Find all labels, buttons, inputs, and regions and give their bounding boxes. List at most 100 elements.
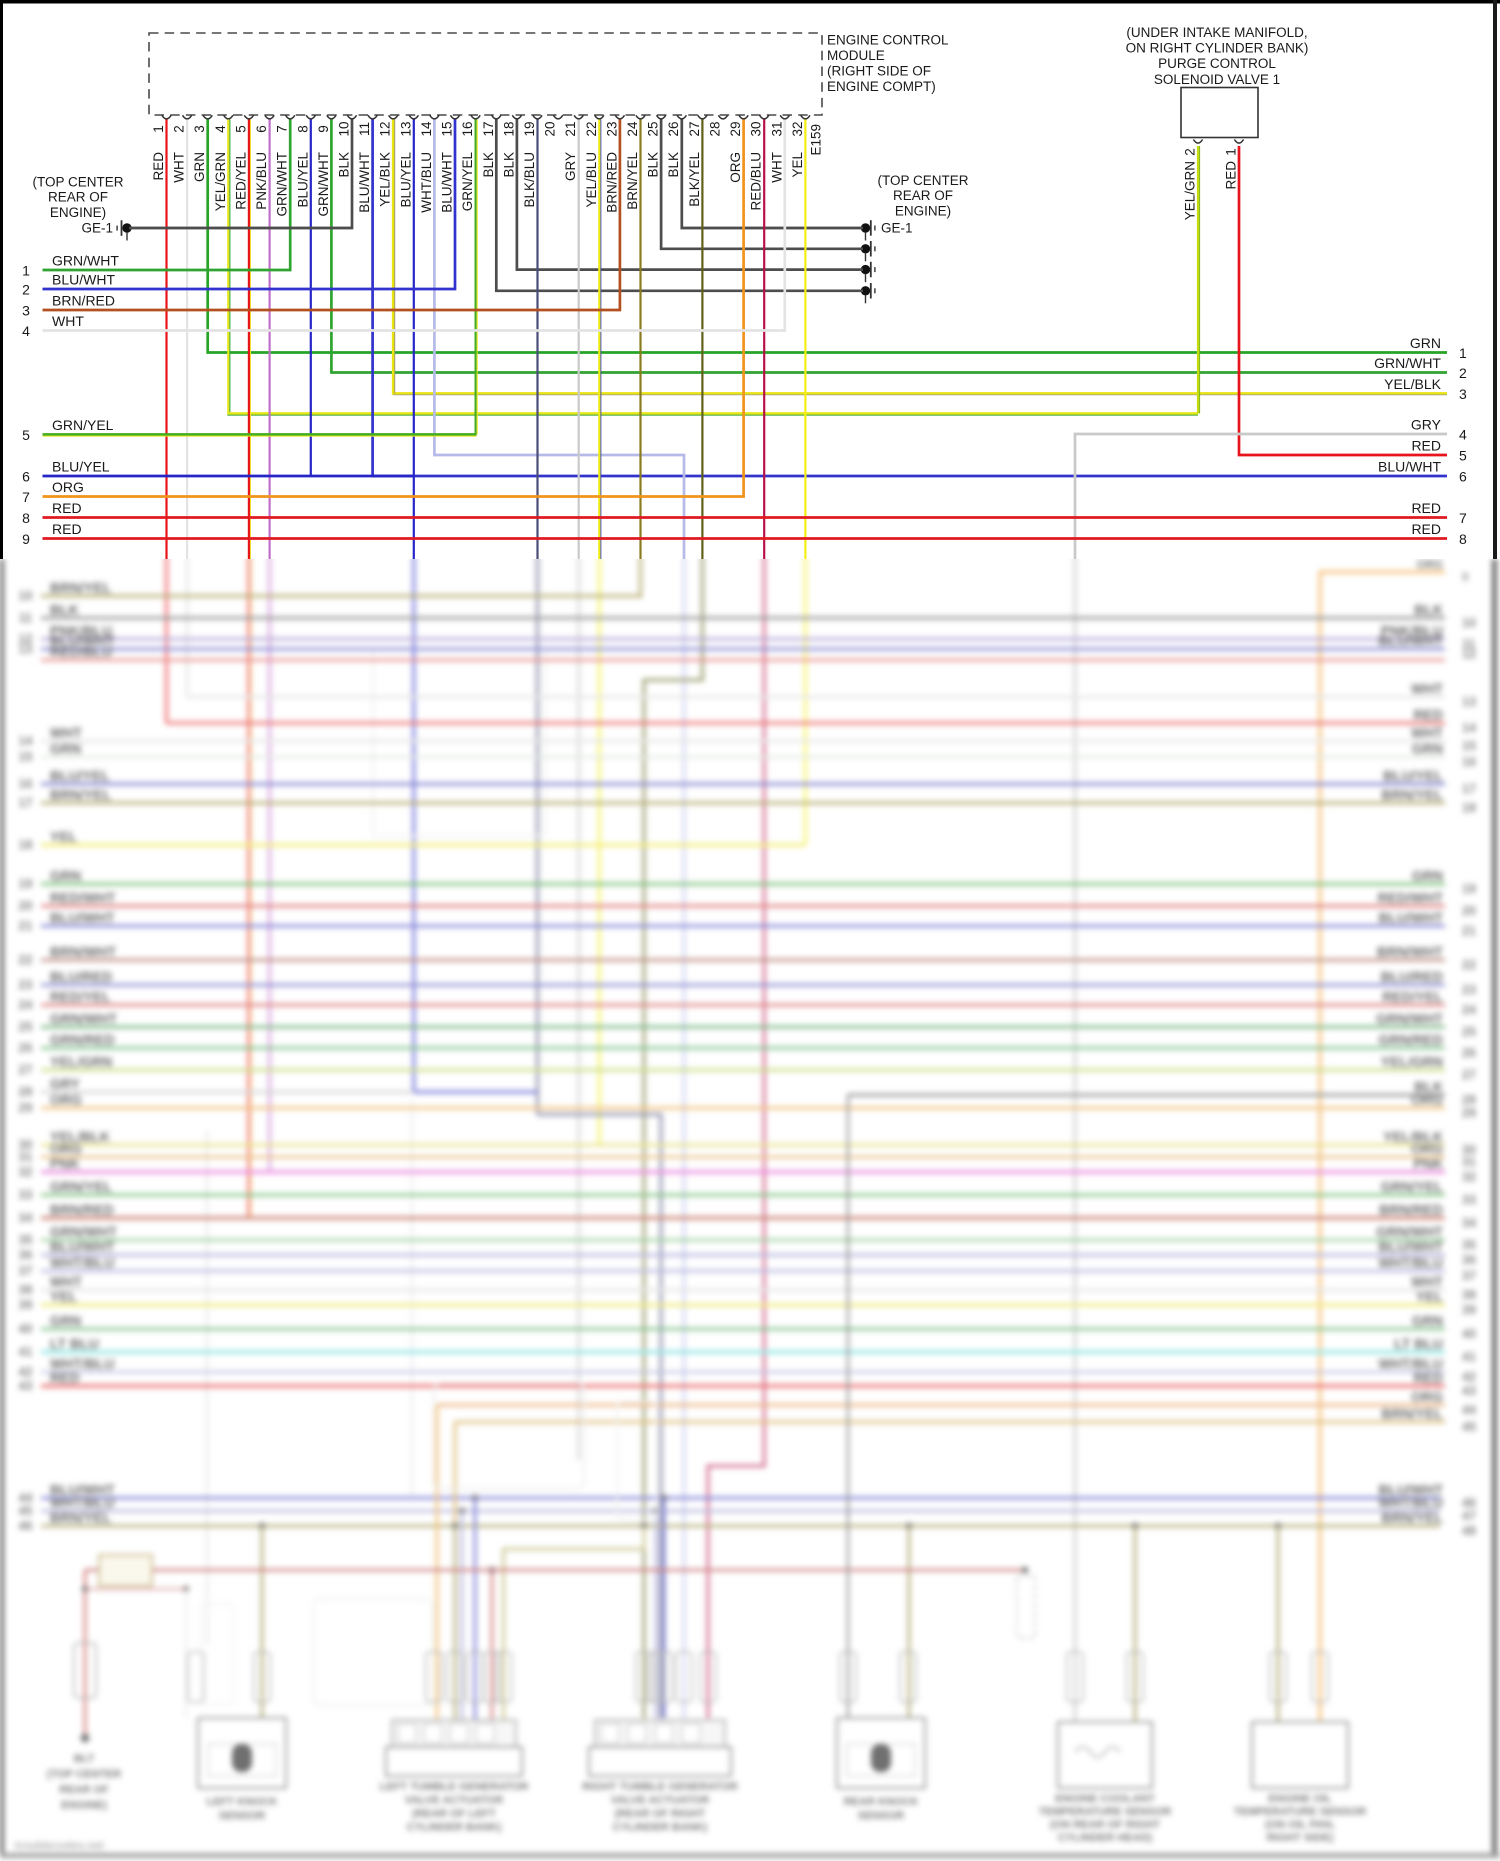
svg-text:BRN/RED: BRN/RED — [604, 152, 619, 213]
svg-text:37: 37 — [1462, 1269, 1476, 1283]
svg-text:YEL/BLK: YEL/BLK — [1383, 1129, 1443, 1145]
svg-text:BRN/YEL: BRN/YEL — [1382, 1406, 1444, 1422]
svg-text:GRN/WHT: GRN/WHT — [316, 152, 331, 217]
svg-text:28: 28 — [19, 1085, 33, 1099]
svg-text:43: 43 — [19, 1379, 33, 1393]
svg-text:YEL/GRN: YEL/GRN — [1183, 161, 1198, 220]
svg-text:WHT: WHT — [172, 152, 187, 183]
svg-text:SOLENOID VALVE 1: SOLENOID VALVE 1 — [1154, 72, 1280, 87]
svg-text:BRN/YEL: BRN/YEL — [50, 787, 112, 803]
svg-text:1: 1 — [151, 125, 166, 133]
svg-text:BLU/WHT: BLU/WHT — [1378, 1239, 1443, 1255]
svg-text:6: 6 — [1459, 469, 1467, 485]
svg-text:ORG: ORG — [52, 479, 84, 495]
svg-text:YEL: YEL — [50, 829, 78, 845]
svg-text:RED/YEL: RED/YEL — [1382, 989, 1443, 1005]
svg-text:BLU/WHT: BLU/WHT — [50, 1482, 115, 1498]
svg-text:BLU/WHT: BLU/WHT — [440, 152, 455, 213]
svg-text:BLU/YEL: BLU/YEL — [1383, 768, 1443, 784]
svg-text:6: 6 — [254, 125, 269, 133]
svg-text:TEMPERATURE SENSOR: TEMPERATURE SENSOR — [1234, 1806, 1366, 1818]
svg-text:11: 11 — [357, 122, 372, 136]
svg-text:25: 25 — [1462, 1025, 1476, 1039]
svg-text:29: 29 — [1462, 1106, 1476, 1120]
svg-text:REAR KNOCK: REAR KNOCK — [844, 1796, 919, 1808]
svg-text:ENGINE OIL: ENGINE OIL — [1268, 1793, 1332, 1805]
svg-text:WHT: WHT — [52, 313, 84, 329]
svg-text:3: 3 — [192, 125, 207, 133]
svg-text:13: 13 — [1462, 695, 1476, 709]
svg-text:BLU/WHT: BLU/WHT — [1378, 910, 1443, 926]
svg-text:RED: RED — [1413, 707, 1443, 723]
svg-text:20: 20 — [543, 121, 558, 136]
svg-text:17: 17 — [1462, 782, 1476, 796]
svg-text:3: 3 — [22, 303, 30, 319]
svg-text:30: 30 — [1462, 1143, 1476, 1157]
svg-text:YEL/BLK: YEL/BLK — [50, 1129, 110, 1145]
svg-text:BLU/WHT: BLU/WHT — [50, 633, 115, 649]
svg-text:27: 27 — [19, 1063, 33, 1077]
svg-text:BRN/YEL: BRN/YEL — [1382, 1510, 1444, 1526]
svg-text:GRN/YEL: GRN/YEL — [1381, 1179, 1444, 1195]
svg-text:2: 2 — [1459, 365, 1467, 381]
svg-text:(ON OIL PAN,: (ON OIL PAN, — [1265, 1819, 1335, 1831]
svg-text:6: 6 — [22, 469, 30, 485]
svg-text:BLU/YEL: BLU/YEL — [295, 152, 310, 208]
svg-text:23: 23 — [604, 121, 619, 136]
svg-text:GRY: GRY — [563, 152, 578, 181]
svg-text:BLK: BLK — [646, 152, 661, 178]
svg-text:CYLINDER BANK): CYLINDER BANK) — [407, 1822, 502, 1834]
svg-text:CYLINDER BANK): CYLINDER BANK) — [613, 1822, 708, 1834]
svg-text:ORG: ORG — [728, 152, 743, 183]
svg-text:31: 31 — [19, 1150, 33, 1164]
svg-text:3: 3 — [1459, 386, 1467, 402]
svg-text:20: 20 — [1462, 904, 1476, 918]
svg-text:5: 5 — [1459, 448, 1467, 464]
svg-text:WHT/BLU: WHT/BLU — [419, 152, 434, 213]
svg-text:2: 2 — [1183, 148, 1198, 156]
svg-text:ENGINE COOLANT: ENGINE COOLANT — [1055, 1793, 1155, 1805]
svg-text:WHT/BLU: WHT/BLU — [50, 1495, 115, 1511]
svg-text:GRN: GRN — [1412, 868, 1443, 884]
svg-text:46: 46 — [1462, 1496, 1476, 1510]
svg-text:15: 15 — [440, 121, 455, 136]
svg-text:RED/BLU: RED/BLU — [749, 152, 764, 211]
svg-text:RED: RED — [1224, 161, 1239, 190]
svg-text:15: 15 — [1462, 739, 1476, 753]
svg-text:GRN/WHT: GRN/WHT — [275, 152, 290, 217]
svg-text:21: 21 — [1462, 924, 1476, 938]
svg-text:GRN/WHT: GRN/WHT — [50, 1224, 117, 1240]
svg-text:ORG: ORG — [1411, 1389, 1443, 1405]
svg-text:38: 38 — [19, 1283, 33, 1297]
svg-text:44: 44 — [1462, 1403, 1476, 1417]
svg-text:42: 42 — [1462, 1370, 1476, 1384]
svg-text:22: 22 — [584, 121, 599, 136]
svg-text:GRN/WHT: GRN/WHT — [50, 1011, 117, 1027]
svg-text:32: 32 — [1462, 1170, 1476, 1184]
svg-text:36: 36 — [1462, 1253, 1476, 1267]
svg-text:RED: RED — [151, 152, 166, 181]
svg-text:40: 40 — [19, 1322, 33, 1336]
svg-text:42: 42 — [19, 1365, 33, 1379]
svg-text:GRN/WHT: GRN/WHT — [1376, 1224, 1443, 1240]
svg-text:BRN/RED: BRN/RED — [52, 293, 115, 309]
svg-text:36: 36 — [19, 1248, 33, 1262]
svg-text:14: 14 — [1462, 721, 1476, 735]
svg-text:RED: RED — [1411, 500, 1441, 516]
svg-text:BRN/WHT: BRN/WHT — [50, 944, 117, 960]
svg-text:WHT: WHT — [1411, 681, 1443, 697]
svg-text:GRN/YEL: GRN/YEL — [52, 417, 114, 433]
svg-text:GRN: GRN — [192, 152, 207, 182]
svg-text:17: 17 — [19, 796, 33, 810]
svg-text:GRN/RED: GRN/RED — [50, 1032, 115, 1048]
svg-text:SENSOR: SENSOR — [858, 1810, 905, 1822]
svg-text:GRN: GRN — [1412, 741, 1443, 757]
svg-text:28: 28 — [708, 121, 723, 136]
svg-text:BLU/WHT: BLU/WHT — [1378, 1482, 1443, 1498]
svg-text:(TOP CENTER: (TOP CENTER — [47, 1769, 121, 1781]
svg-text:troublecodes.net: troublecodes.net — [15, 1840, 104, 1852]
svg-text:GRN/WHT: GRN/WHT — [52, 253, 119, 269]
svg-text:BLU/WHT: BLU/WHT — [1378, 633, 1443, 649]
svg-text:GRN: GRN — [50, 1313, 81, 1329]
svg-text:45: 45 — [19, 1504, 33, 1518]
